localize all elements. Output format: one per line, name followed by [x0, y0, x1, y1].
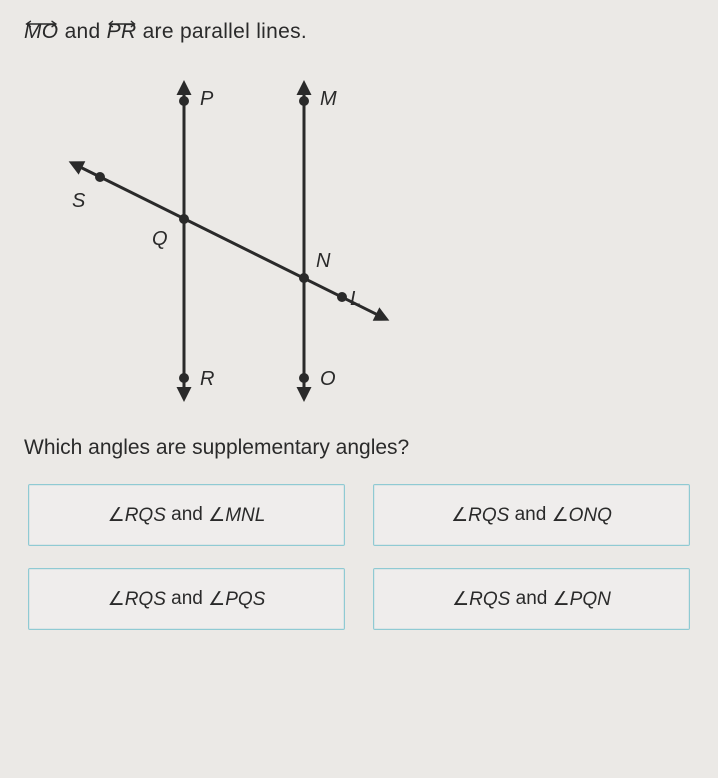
point-label-o: O: [320, 368, 336, 391]
opt-a-ang1: RQS: [125, 505, 166, 526]
point-label-l: L: [350, 288, 361, 311]
opt-d-ang2: PQN: [570, 589, 611, 610]
opt-c-ang1: RQS: [125, 589, 166, 610]
option-b[interactable]: ∠RQS and ∠ONQ: [373, 484, 690, 546]
point-label-p: P: [200, 88, 213, 111]
point-label-n: N: [316, 250, 330, 273]
point-label-q: Q: [152, 228, 168, 251]
line-notation-1: MO: [24, 20, 58, 44]
opt-a-ang2: MNL: [225, 505, 265, 526]
point-label-r: R: [200, 368, 214, 391]
option-c[interactable]: ∠RQS and ∠PQS: [28, 568, 345, 630]
diagram-svg: [24, 56, 424, 426]
opt-b-ang2: ONQ: [569, 505, 612, 526]
option-d[interactable]: ∠RQS and ∠PQN: [373, 568, 690, 630]
option-a[interactable]: ∠RQS and ∠MNL: [28, 484, 345, 546]
opt-c-ang2: PQS: [225, 589, 265, 610]
stmt-end: are parallel lines.: [136, 20, 307, 43]
line-notation-2: PR: [107, 20, 137, 44]
stmt-mid: and: [58, 20, 106, 43]
point-label-s: S: [72, 190, 85, 213]
answer-options: ∠RQS and ∠MNL ∠RQS and ∠ONQ ∠RQS and ∠PQ…: [24, 484, 694, 630]
question-text: Which angles are supplementary angles?: [24, 436, 694, 460]
opt-b-ang1: RQS: [468, 505, 509, 526]
geometry-diagram: P M S Q NL R O: [24, 56, 424, 426]
opt-d-ang1: RQS: [469, 589, 510, 610]
problem-statement: MO and PR are parallel lines.: [24, 20, 694, 44]
point-label-m: M: [320, 88, 337, 111]
